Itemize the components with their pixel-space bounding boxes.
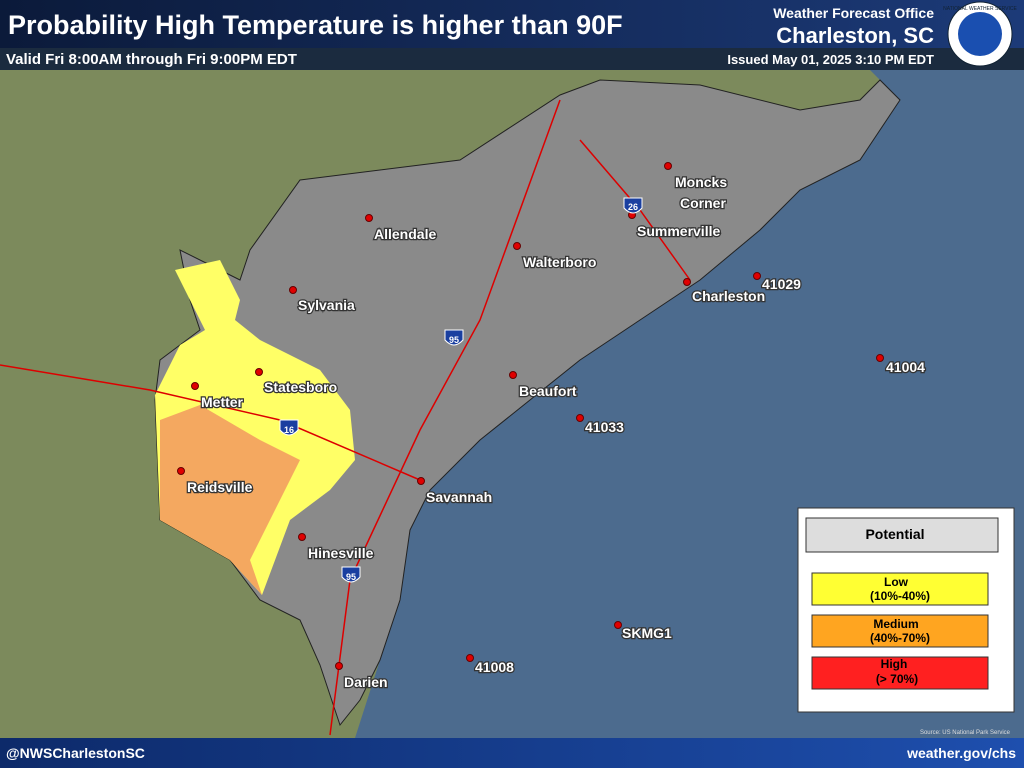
legend-swatch — [811, 614, 989, 648]
place-label: Beaufort — [519, 383, 577, 399]
medium-area — [160, 405, 300, 595]
legend-header — [805, 517, 999, 553]
shield-label: 26 — [628, 202, 638, 212]
place-dot — [753, 272, 761, 280]
place-dot — [614, 621, 622, 629]
place-label: Moncks — [675, 174, 727, 190]
forecast-area — [154, 79, 901, 727]
source: Source: US National Park Service — [920, 730, 1011, 736]
legend-range: (40%-70%) — [870, 631, 930, 645]
legend: Potential Low (10%-40%) Medium (40%-70%)… — [797, 507, 1015, 713]
footer-right[interactable]: weather.gov/chs — [906, 745, 1016, 761]
place-label: 41004 — [886, 359, 925, 375]
title: Probability High Temperature is higher t… — [8, 10, 623, 40]
legend-label: Medium — [873, 617, 918, 631]
office: Weather Forecast Office — [773, 5, 934, 21]
place-dot — [576, 414, 584, 422]
place-dot — [513, 242, 521, 250]
place-label: Darien — [344, 674, 388, 690]
shield-label: 16 — [284, 425, 294, 435]
place-dot — [664, 162, 672, 170]
place-label: Sylvania — [298, 297, 355, 313]
place-dot — [466, 654, 474, 662]
shield — [444, 329, 464, 346]
logo-inner — [958, 12, 1002, 56]
place-dot — [335, 662, 343, 670]
legend-range: (> 70%) — [876, 672, 918, 686]
header-bar — [0, 0, 1024, 48]
shields: 26 95 16 95 — [279, 197, 643, 583]
logo-text: NATIONAL WEATHER SERVICE — [943, 6, 1017, 12]
place-dot — [365, 214, 373, 222]
place-label: Walterboro — [523, 254, 596, 270]
place-dot — [417, 477, 425, 485]
place-label: SKMG1 — [622, 625, 672, 641]
place-label: Reidsville — [187, 479, 253, 495]
issued: Issued May 01, 2025 3:10 PM EDT — [727, 52, 934, 67]
legend-title: Potential — [865, 526, 924, 542]
places: Moncks Corner Summerville Allendale Walt… — [177, 162, 926, 691]
place-label: Summerville — [637, 223, 720, 239]
footer-left[interactable]: @NWSCharlestonSC — [6, 745, 145, 761]
place-dot — [509, 371, 517, 379]
place-label: 41008 — [475, 659, 514, 675]
legend-label: High — [881, 657, 908, 671]
place-label: Hinesville — [308, 545, 374, 561]
shield — [341, 566, 361, 583]
shield — [279, 419, 299, 436]
place-label: 41029 — [762, 276, 801, 292]
shield — [623, 197, 643, 214]
place-dot — [298, 533, 306, 541]
legend-label: Low — [884, 575, 909, 589]
place-dot — [683, 278, 691, 286]
shield-label: 95 — [449, 335, 459, 345]
shield-label: 95 — [346, 572, 356, 582]
legend-range: (10%-40%) — [870, 589, 930, 603]
place-dot — [289, 286, 297, 294]
place-label: Statesboro — [264, 379, 337, 395]
place-dot — [177, 467, 185, 475]
place-label: Savannah — [426, 489, 492, 505]
place-label: Allendale — [374, 226, 436, 242]
valid-time: Valid Fri 8:00AM through Fri 9:00PM EDT — [6, 51, 297, 68]
location: Charleston, SC — [776, 23, 934, 48]
legend-swatch — [811, 656, 989, 690]
place-dot — [255, 368, 263, 376]
place-label: 41033 — [585, 419, 624, 435]
place-label: Charleston — [692, 288, 765, 304]
subheader-bar — [0, 48, 1024, 70]
place-dot — [876, 354, 884, 362]
legend-swatch — [811, 572, 989, 606]
place-label: Metter — [201, 394, 244, 410]
place-dot — [191, 382, 199, 390]
place-label: Corner — [680, 195, 726, 211]
footer-bar — [0, 738, 1024, 768]
